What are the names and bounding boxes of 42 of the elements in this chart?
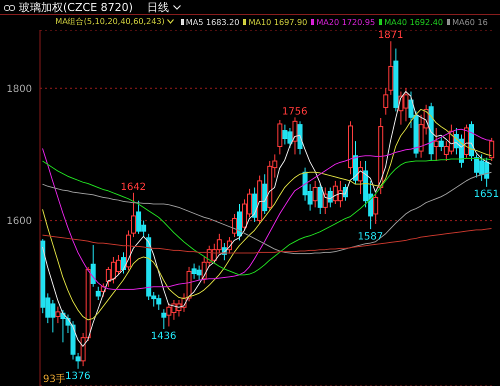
annotation: 1871 <box>378 30 404 42</box>
annotation: 1376 <box>65 370 91 382</box>
text: MA组合(5,10,20,40,60,243) <box>55 16 166 27</box>
candlestick <box>318 184 323 214</box>
candlestick <box>120 252 126 274</box>
annotation: 1756 <box>282 106 308 118</box>
candlestick <box>358 160 364 195</box>
candlestick <box>90 244 96 288</box>
candlestick <box>292 116 298 155</box>
legend-label: MA40 1692.40 <box>383 16 444 27</box>
candlestick <box>312 180 318 208</box>
chart-title: 玻璃加权(CZCE 8720) <box>19 0 133 15</box>
candlestick <box>252 186 258 222</box>
annotation: 1651 <box>474 188 500 200</box>
candlestick <box>373 194 378 224</box>
candlestick <box>298 120 303 155</box>
candlestick <box>434 127 439 162</box>
candlestick <box>489 137 494 162</box>
candlestick <box>236 204 242 241</box>
legend-label: MA60 16 <box>451 16 488 27</box>
legend-label: MA10 1697.90 <box>247 16 308 27</box>
candlestick <box>131 192 136 238</box>
annotation: 1587 <box>358 231 384 242</box>
annotation: 93手 <box>43 372 66 386</box>
candlestick <box>76 352 81 370</box>
candlestick <box>322 186 328 214</box>
y-tick-label: 1600 <box>6 216 32 228</box>
annotation: 1642 <box>120 182 146 193</box>
legend-label: MA5 1683.20 <box>184 16 240 27</box>
legend-label: MA20 1720.95 <box>315 16 376 27</box>
candlestick <box>388 40 394 96</box>
candlestick <box>383 88 388 116</box>
annotation: 1436 <box>150 331 176 342</box>
candlestick <box>232 213 237 238</box>
candlestick <box>438 136 444 152</box>
candlestick <box>96 286 101 300</box>
candlestick <box>55 306 60 324</box>
candlestick <box>328 186 333 208</box>
chart-subtitle: 日线 <box>146 0 169 15</box>
candlestick <box>161 308 166 330</box>
candlestick <box>277 119 282 155</box>
y-tick-label: 1800 <box>6 84 32 95</box>
